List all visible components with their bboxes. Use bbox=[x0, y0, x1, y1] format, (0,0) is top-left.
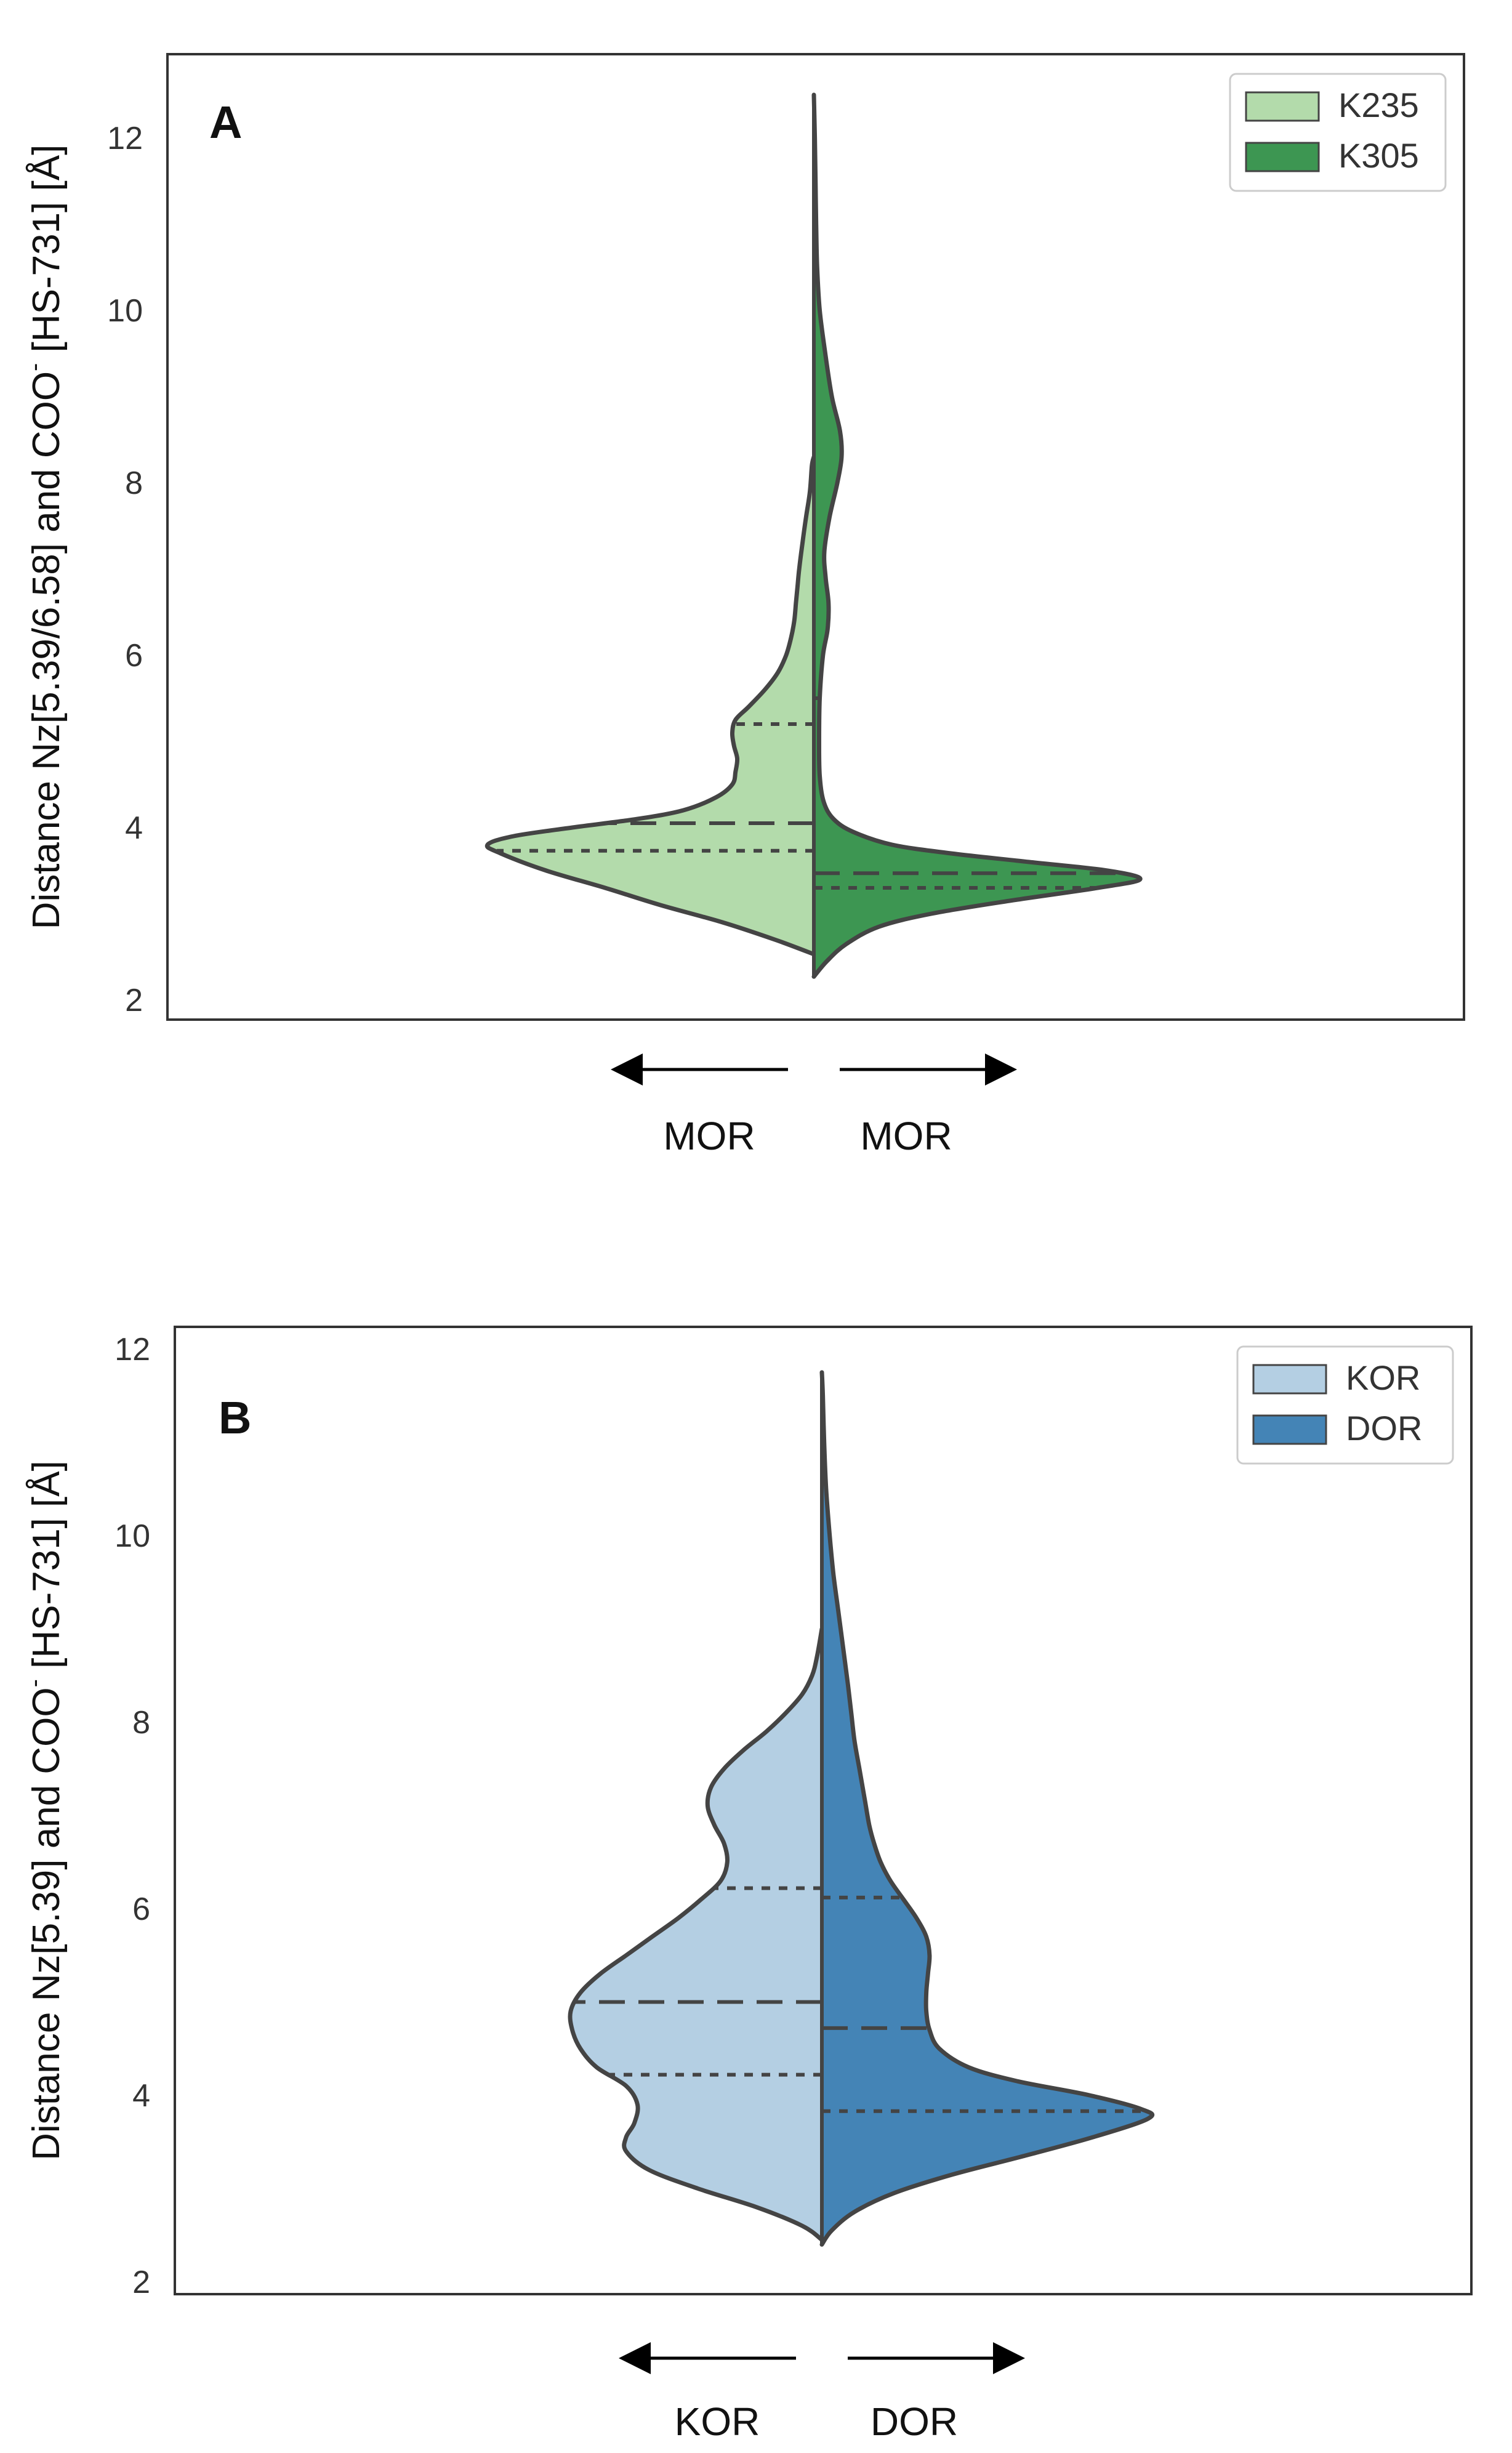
ytick-label-6: 6 bbox=[125, 638, 143, 674]
y-axis-label: Distance Nz[5.39/6.58] and COO- [HS-731]… bbox=[21, 145, 68, 930]
y-axis-label-superscript: - bbox=[21, 1679, 48, 1687]
legend-swatch-kor bbox=[1252, 1364, 1327, 1395]
ytick-label-4: 4 bbox=[132, 2078, 150, 2114]
ytick-label-6: 6 bbox=[132, 1891, 150, 1927]
direction-arrows: MOR MOR bbox=[611, 1053, 1017, 1158]
right-arrow-head bbox=[993, 2342, 1025, 2374]
legend-swatch-k305 bbox=[1245, 142, 1320, 172]
right-arrow-label: DOR bbox=[871, 2399, 958, 2444]
violin-kor-fill bbox=[569, 1629, 822, 2240]
panel-b: 2 4 6 8 10 12 Distance Nz[5.39] and COO- [HS-7… bbox=[21, 1326, 1473, 2444]
panel-label: A bbox=[209, 97, 242, 148]
legend-label-k305: K305 bbox=[1338, 136, 1419, 175]
violin-kor-outline bbox=[568, 1627, 824, 2242]
panel-label: B bbox=[219, 1392, 251, 1443]
violin-k235-outline bbox=[485, 454, 816, 957]
y-axis-label-rest: [HS-731] [Å] bbox=[25, 145, 68, 363]
legend-label-kor: KOR bbox=[1346, 1358, 1420, 1397]
y-axis-label-main: Distance Nz[5.39] and COO bbox=[25, 1687, 68, 2160]
left-arrow-head bbox=[611, 1053, 643, 1086]
violin-dor-outline bbox=[819, 1370, 1155, 2247]
ytick-label-12: 12 bbox=[107, 121, 143, 156]
ytick-label-12: 12 bbox=[115, 1332, 150, 1367]
right-arrow-label: MOR bbox=[860, 1114, 952, 1158]
ytick-label-10: 10 bbox=[115, 1518, 150, 1554]
legend-label-dor: DOR bbox=[1346, 1409, 1422, 1448]
direction-arrows: KOR DOR bbox=[619, 2342, 1025, 2444]
panel-a: 2 4 6 8 10 12 Distance Nz[5.39/6.58] and COO- … bbox=[21, 53, 1465, 1158]
y-axis-label: Distance Nz[5.39] and COO- [HS-731] [Å] bbox=[21, 1460, 68, 2161]
ytick-label-2: 2 bbox=[132, 2265, 150, 2300]
y-axis-label-superscript: - bbox=[21, 363, 48, 371]
ytick-label-8: 8 bbox=[125, 465, 143, 501]
left-arrow-label: KOR bbox=[675, 2399, 760, 2444]
y-axis-label-rest: [HS-731] [Å] bbox=[25, 1460, 68, 1679]
y-axis-label-main: Distance Nz[5.39/6.58] and COO bbox=[25, 371, 68, 929]
legend-label-k235: K235 bbox=[1338, 86, 1419, 124]
ytick-label-10: 10 bbox=[107, 293, 143, 329]
ytick-label-2: 2 bbox=[125, 983, 143, 1018]
left-arrow-label: MOR bbox=[663, 1114, 755, 1158]
violin-k305-outline bbox=[811, 92, 1143, 979]
ytick-label-4: 4 bbox=[125, 810, 143, 846]
legend: K235 K305 bbox=[1229, 73, 1447, 192]
legend: KOR DOR bbox=[1236, 1345, 1454, 1465]
ytick-label-8: 8 bbox=[132, 1705, 150, 1741]
legend-swatch-dor bbox=[1252, 1414, 1327, 1445]
left-arrow-head bbox=[619, 2342, 651, 2374]
legend-swatch-k235 bbox=[1245, 91, 1320, 122]
violin-k305-fill bbox=[814, 95, 1141, 977]
right-arrow-head bbox=[985, 1053, 1017, 1086]
